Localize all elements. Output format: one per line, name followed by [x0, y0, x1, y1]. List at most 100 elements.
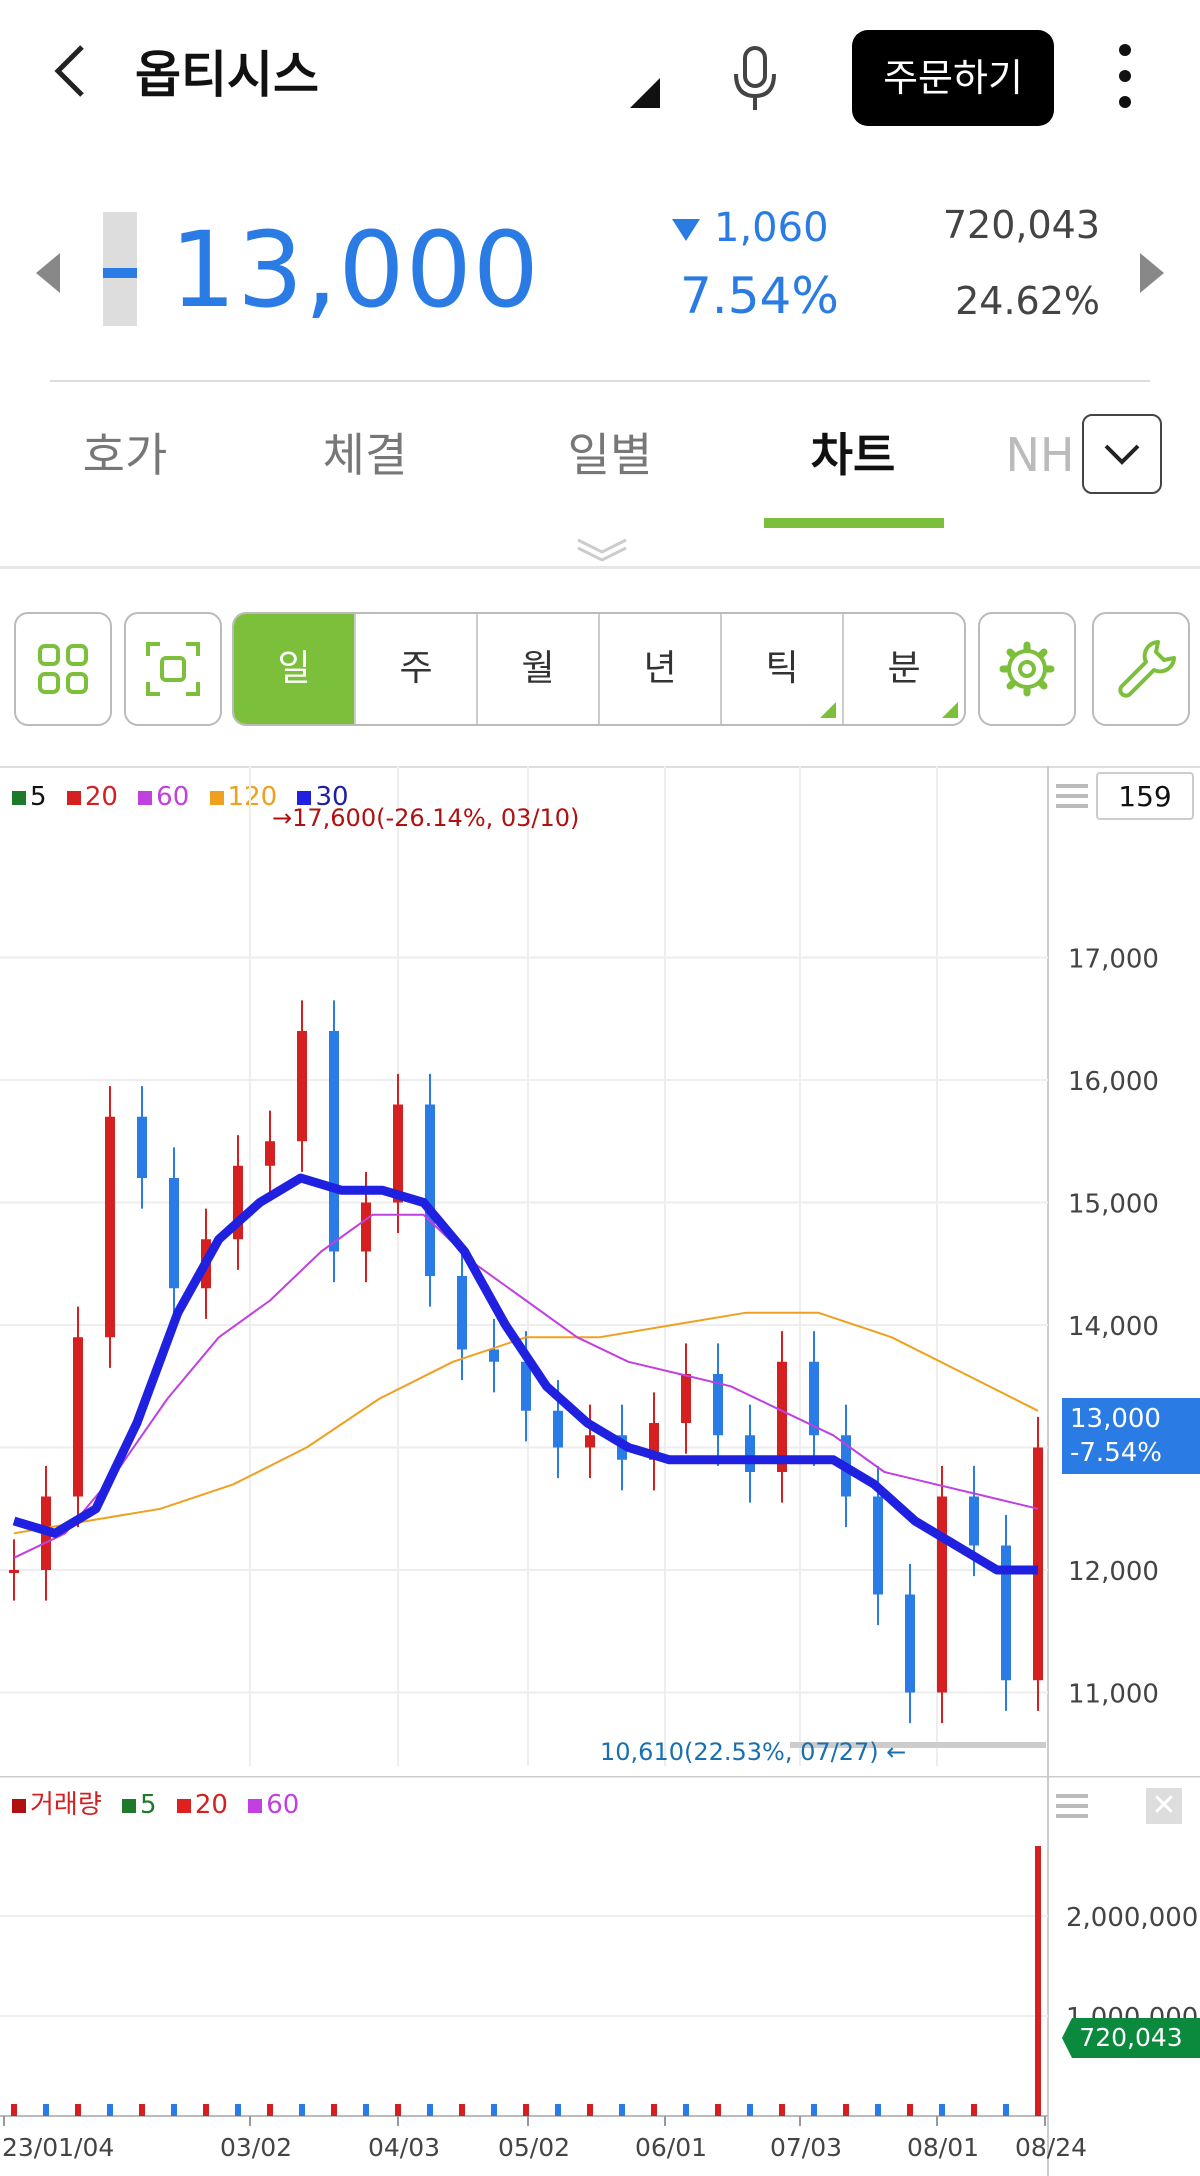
volume-bar	[1035, 2104, 1041, 2116]
tab-daily[interactable]: 일별	[567, 428, 653, 482]
y-tick-label: 14,000	[1068, 1312, 1159, 1342]
volume-bar	[971, 2104, 977, 2116]
candle-body	[1001, 1545, 1011, 1681]
volume-bar	[555, 2104, 561, 2116]
candle-body	[73, 1337, 83, 1497]
current-volume-tag: 720,043	[1062, 2018, 1200, 2058]
stock-name[interactable]: 옵티시스	[135, 46, 319, 104]
legend-vol-ma5: 5	[122, 1790, 163, 1820]
candle-body	[297, 1031, 307, 1142]
candle-body	[489, 1349, 499, 1362]
candle-body	[521, 1361, 531, 1411]
more-options-icon[interactable]	[1110, 44, 1140, 124]
candle-body	[137, 1116, 147, 1178]
settings-gear-icon[interactable]	[978, 612, 1076, 726]
divider	[50, 380, 1150, 382]
candle-body	[393, 1104, 403, 1203]
candle-body	[329, 1031, 339, 1252]
scrollbar	[790, 1742, 1046, 1748]
volume-bar	[619, 2104, 625, 2116]
volume-bar	[459, 2104, 465, 2116]
x-tick-label: 05/02	[498, 2133, 570, 2162]
volume-bar	[523, 2104, 529, 2116]
chart-toolbar: 일 주 월 년 틱 분	[0, 612, 1200, 732]
candle-body	[777, 1361, 787, 1472]
legend-ma120: 120	[209, 782, 284, 812]
previous-stock-arrow-icon[interactable]	[36, 253, 60, 293]
volume-bar	[747, 2104, 753, 2116]
volume-bar	[1035, 1846, 1041, 2116]
stock-select-caret-icon[interactable]	[630, 78, 660, 108]
period-minute[interactable]: 분	[844, 614, 964, 724]
x-tick-label: 08/01	[907, 2133, 979, 2162]
period-year[interactable]: 년	[600, 614, 722, 724]
candle-body	[105, 1116, 115, 1338]
trade-volume: 720,043	[942, 203, 1100, 247]
volume-bar	[395, 2104, 401, 2116]
y-tick-label: 2,000,000	[1066, 1903, 1198, 1933]
volume-bar	[491, 2104, 497, 2116]
tab-nh[interactable]: NH	[1005, 428, 1075, 482]
volume-menu-icon[interactable]	[1056, 1794, 1088, 1824]
next-stock-arrow-icon[interactable]	[1140, 253, 1164, 293]
x-tick-label: 23/01/04	[2, 2133, 114, 2162]
volume-bar	[43, 2104, 49, 2116]
bar-count-input[interactable]: 159	[1096, 772, 1194, 820]
close-volume-icon[interactable]: ✕	[1146, 1788, 1182, 1824]
order-button[interactable]: 주문하기	[852, 30, 1054, 126]
tab-chegyeol[interactable]: 체결	[322, 428, 408, 482]
legend-ma20: 20	[66, 782, 124, 812]
x-tick-label: 06/01	[635, 2133, 707, 2162]
x-tick-label: 03/02	[220, 2133, 292, 2162]
high-annotation: →17,600(-26.14%, 03/10)	[272, 804, 579, 832]
back-arrow-icon[interactable]	[50, 40, 110, 120]
y-tick-label: 16,000	[1068, 1067, 1159, 1097]
layout-grid-icon[interactable]	[14, 612, 112, 726]
period-tick[interactable]: 틱	[722, 614, 844, 724]
candle-body	[809, 1361, 819, 1436]
y-tick-label: 17,000	[1068, 945, 1159, 975]
active-tab-indicator	[764, 518, 944, 528]
candle-body	[457, 1276, 467, 1350]
chart-top-border	[0, 766, 1200, 768]
submenu-corner-icon	[942, 702, 958, 718]
chart-menu-icon[interactable]	[1056, 784, 1088, 814]
main-tabs: 호가 체결 일별 차트 NH	[0, 410, 1200, 540]
candle-body	[969, 1496, 979, 1546]
tabs-dropdown-button[interactable]	[1082, 414, 1162, 494]
app-header: 옵티시스 주문하기	[0, 0, 1200, 160]
period-day[interactable]: 일	[234, 614, 356, 724]
candle-body	[649, 1423, 659, 1460]
candle-body	[233, 1165, 243, 1240]
volume-bar	[779, 2104, 785, 2116]
volume-bar	[907, 2104, 913, 2116]
microphone-icon[interactable]	[728, 44, 782, 114]
collapse-chevron-icon[interactable]	[572, 536, 632, 564]
candle-body	[713, 1374, 723, 1436]
period-month[interactable]: 월	[478, 614, 600, 724]
current-price: 13,000	[170, 209, 540, 331]
wrench-icon[interactable]	[1092, 612, 1190, 726]
candle-body	[9, 1570, 19, 1573]
current-price-tag-value: 13,000	[1070, 1404, 1161, 1434]
x-tick-label: 07/03	[770, 2133, 842, 2162]
volume-chart-legend: 거래량 5 20 60	[12, 1790, 311, 1820]
volume-bar	[811, 2104, 817, 2116]
low-annotation: 10,610(22.53%, 07/27) ←	[600, 1738, 906, 1766]
period-week[interactable]: 주	[356, 614, 478, 724]
tab-hoga[interactable]: 호가	[82, 428, 168, 482]
price-chart[interactable]: 11,000 12,000 13,000 14,000 15,000 16,000 17,0…	[0, 766, 1200, 1776]
candle-body	[1033, 1447, 1043, 1681]
volume-bar	[235, 2104, 241, 2116]
volume-chart[interactable]: 1,000,0002,000,00023/01/0403/0204/0305/0…	[0, 1776, 1200, 2176]
chevron-down-icon	[1104, 444, 1140, 465]
x-tick-label: 04/03	[368, 2133, 440, 2162]
tab-chart[interactable]: 차트	[810, 428, 896, 482]
y-tick-label: 15,000	[1068, 1190, 1159, 1220]
volume-bar	[107, 2104, 113, 2116]
y-tick-label: 11,000	[1068, 1680, 1159, 1710]
fullscreen-icon[interactable]	[124, 612, 222, 726]
volume-bar	[1003, 2104, 1009, 2116]
volume-bar	[75, 2104, 81, 2116]
volume-bar	[587, 2104, 593, 2116]
